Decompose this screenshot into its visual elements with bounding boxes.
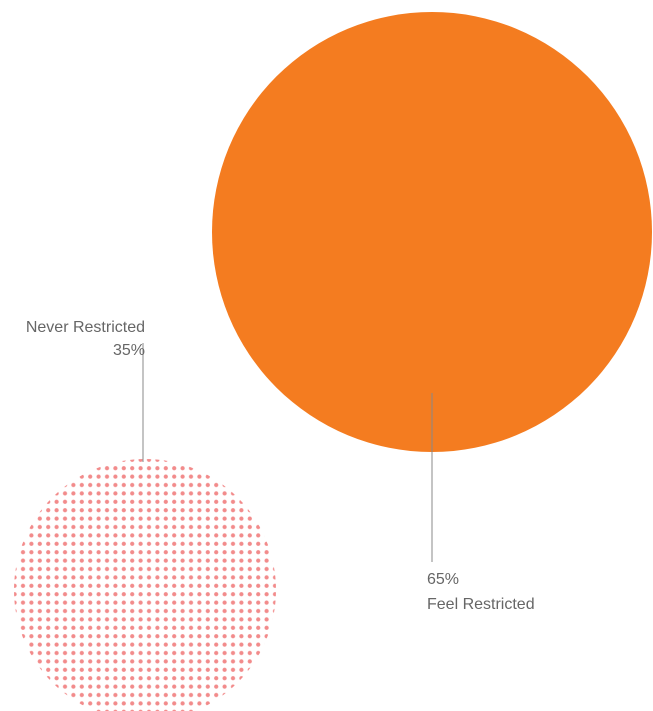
bubble-never-restricted <box>14 459 276 711</box>
bubble-feel-restricted <box>212 12 652 452</box>
label-never-restricted-value: 35% <box>113 342 145 359</box>
label-never-restricted-name: Never Restricted <box>26 319 145 336</box>
label-feel-restricted-value: 65% <box>427 571 459 588</box>
label-feel-restricted-name: Feel Restricted <box>427 596 535 613</box>
